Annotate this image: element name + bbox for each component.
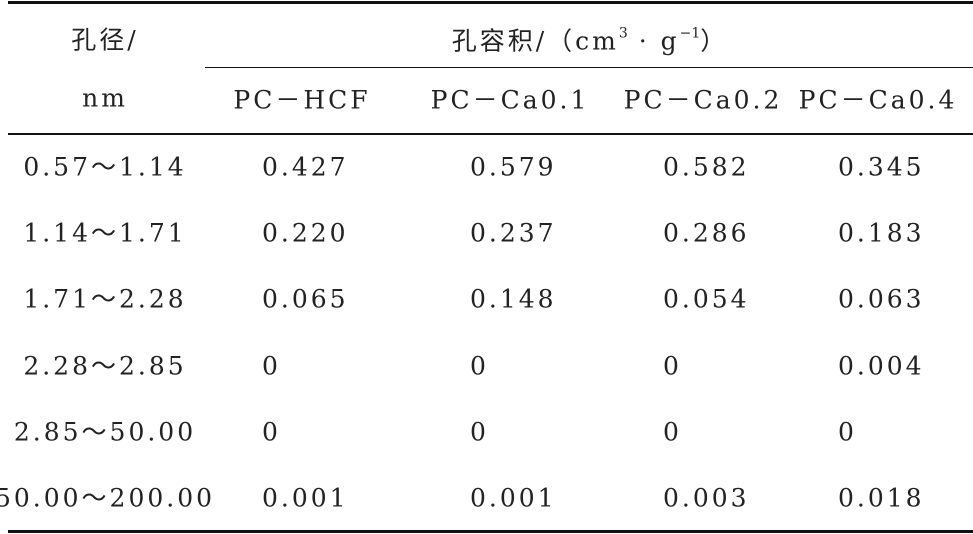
pore-range-cell: 50.00～200.00 bbox=[0, 483, 216, 513]
pore-range-cell: 1.14～1.71 bbox=[23, 218, 187, 248]
value-cell: 0.054 bbox=[663, 284, 750, 314]
pore-size-header: 孔径/ bbox=[71, 25, 139, 55]
value-cell: 0.063 bbox=[838, 284, 925, 314]
top-rule bbox=[8, 1, 973, 4]
value-cell: 0 bbox=[663, 351, 682, 381]
value-cell: 0.004 bbox=[838, 351, 925, 381]
value-cell: 0 bbox=[262, 417, 281, 447]
value-cell: 0.427 bbox=[262, 152, 349, 182]
header-rule bbox=[8, 133, 973, 135]
value-cell: 0.148 bbox=[470, 284, 557, 314]
pore-range-cell: 2.28～2.85 bbox=[23, 351, 187, 381]
column-header: PC－HCF bbox=[233, 85, 371, 115]
pore-volume-header: 孔容积/（cm3 · g−1） bbox=[452, 27, 729, 54]
value-cell: 0 bbox=[663, 417, 682, 447]
value-cell: 0.220 bbox=[262, 218, 349, 248]
pore-range-cell: 0.57～1.14 bbox=[23, 152, 187, 182]
pore-range-cell: 2.85～50.00 bbox=[13, 417, 197, 447]
value-cell: 0.001 bbox=[262, 483, 349, 513]
column-header: PC－Ca0.2 bbox=[623, 85, 783, 115]
pore-range-cell: 1.71～2.28 bbox=[23, 284, 187, 314]
value-cell: 0.065 bbox=[262, 284, 349, 314]
value-cell: 0 bbox=[262, 351, 281, 381]
superscript: 3 bbox=[618, 25, 628, 42]
column-header: PC－Ca0.1 bbox=[430, 85, 590, 115]
pore-volume-text: ） bbox=[700, 26, 729, 56]
value-cell: 0 bbox=[838, 417, 857, 447]
pore-volume-text: 孔容积/（cm bbox=[451, 26, 619, 56]
value-cell: 0.001 bbox=[470, 483, 557, 513]
pore-size-unit: nm bbox=[82, 83, 128, 113]
value-cell: 0.579 bbox=[470, 152, 557, 182]
value-cell: 0 bbox=[470, 417, 489, 447]
column-header: PC－Ca0.4 bbox=[798, 85, 958, 115]
value-cell: 0.345 bbox=[838, 152, 925, 182]
value-cell: 0.286 bbox=[663, 218, 750, 248]
value-cell: 0.183 bbox=[838, 218, 925, 248]
value-cell: 0.003 bbox=[663, 483, 750, 513]
bottom-rule bbox=[8, 530, 973, 533]
value-cell: 0.018 bbox=[838, 483, 925, 513]
pore-volume-text: · g bbox=[627, 26, 680, 56]
value-cell: 0 bbox=[470, 351, 489, 381]
value-cell: 0.582 bbox=[663, 152, 750, 182]
group-rule bbox=[205, 67, 973, 68]
superscript: −1 bbox=[679, 25, 701, 42]
value-cell: 0.237 bbox=[470, 218, 557, 248]
